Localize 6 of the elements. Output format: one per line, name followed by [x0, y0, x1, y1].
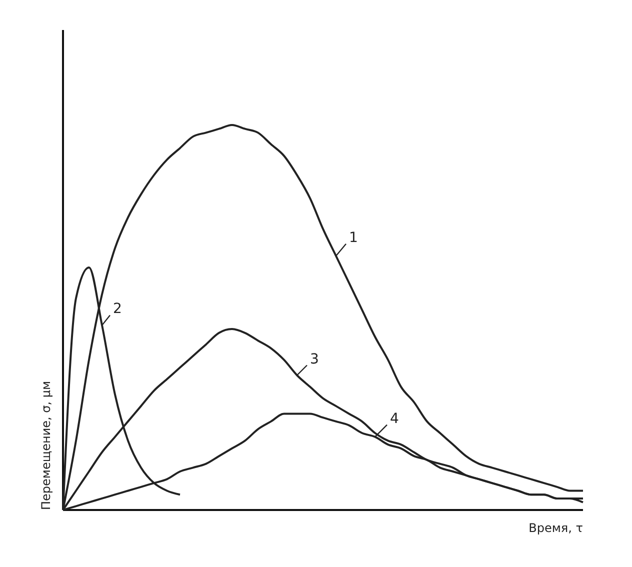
x-axis-title: Время, τ — [528, 521, 583, 535]
series-label: 3 — [310, 351, 319, 368]
series-label: 1 — [349, 230, 358, 246]
series-label: 4 — [390, 410, 399, 427]
y-axis-title: Перемещение, σ, μм — [39, 380, 53, 510]
series-label: 2 — [113, 301, 122, 318]
